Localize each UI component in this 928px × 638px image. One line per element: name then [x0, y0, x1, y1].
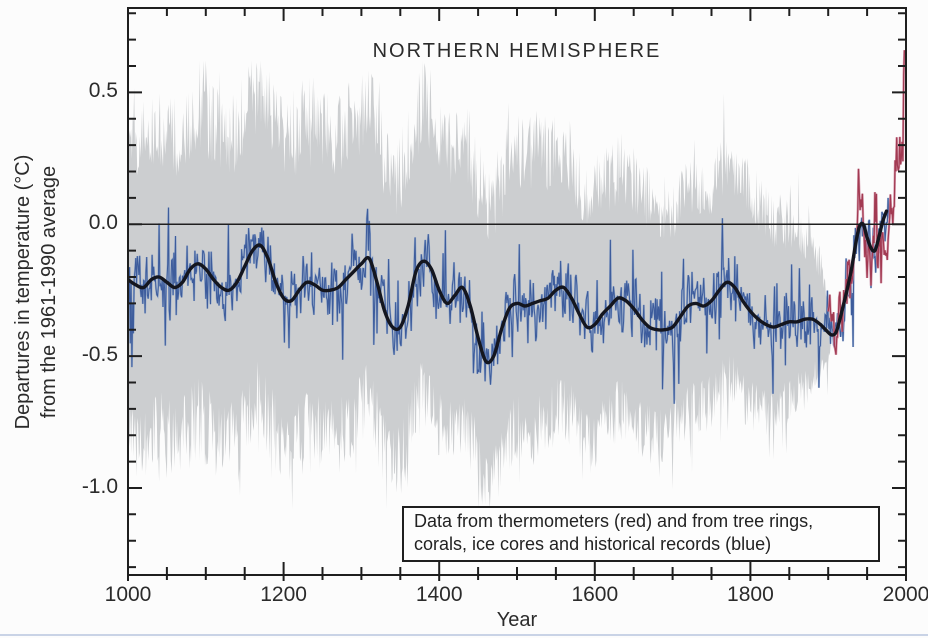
axis-ticks	[127, 8, 907, 581]
x-tick-label: 1400	[415, 583, 463, 606]
x-tick-label: 2000	[882, 583, 928, 606]
legend-annotation-line1: Data from thermometers (red) and from tr…	[414, 511, 814, 531]
x-tick-label: 1600	[571, 583, 619, 606]
x-axis-label: Year	[496, 609, 538, 631]
bottom-strip	[0, 634, 928, 636]
y-tick-label: 0.0	[88, 211, 118, 235]
x-tick-label: 1800	[727, 583, 774, 606]
y-tick-label: 0.5	[88, 79, 118, 103]
y-axis-label-line1: Departures in temperature (°C)	[12, 154, 34, 430]
x-tick-label: 1000	[104, 583, 152, 606]
instrumental-series-red-halo	[827, 50, 906, 355]
plot-series	[128, 50, 906, 510]
annual-series-blue	[128, 197, 891, 404]
uncertainty-band	[128, 60, 832, 510]
legend-annotation-line2: corals, ice cores and historical records…	[414, 534, 772, 554]
y-tick-label: -0.5	[81, 343, 118, 367]
y-axis-label-line2: from the 1961-1990 average	[38, 165, 60, 419]
smoothed-series-black	[128, 209, 889, 365]
chart-title: NORTHERN HEMISPHERE	[372, 40, 662, 62]
y-tick-label: -1.0	[81, 474, 118, 498]
x-tick-label: 1200	[260, 583, 307, 606]
legend-annotation-box: Data from thermometers (red) and from tr…	[402, 506, 880, 562]
y-axis-label: Departures in temperature (°C) from the …	[10, 155, 62, 430]
